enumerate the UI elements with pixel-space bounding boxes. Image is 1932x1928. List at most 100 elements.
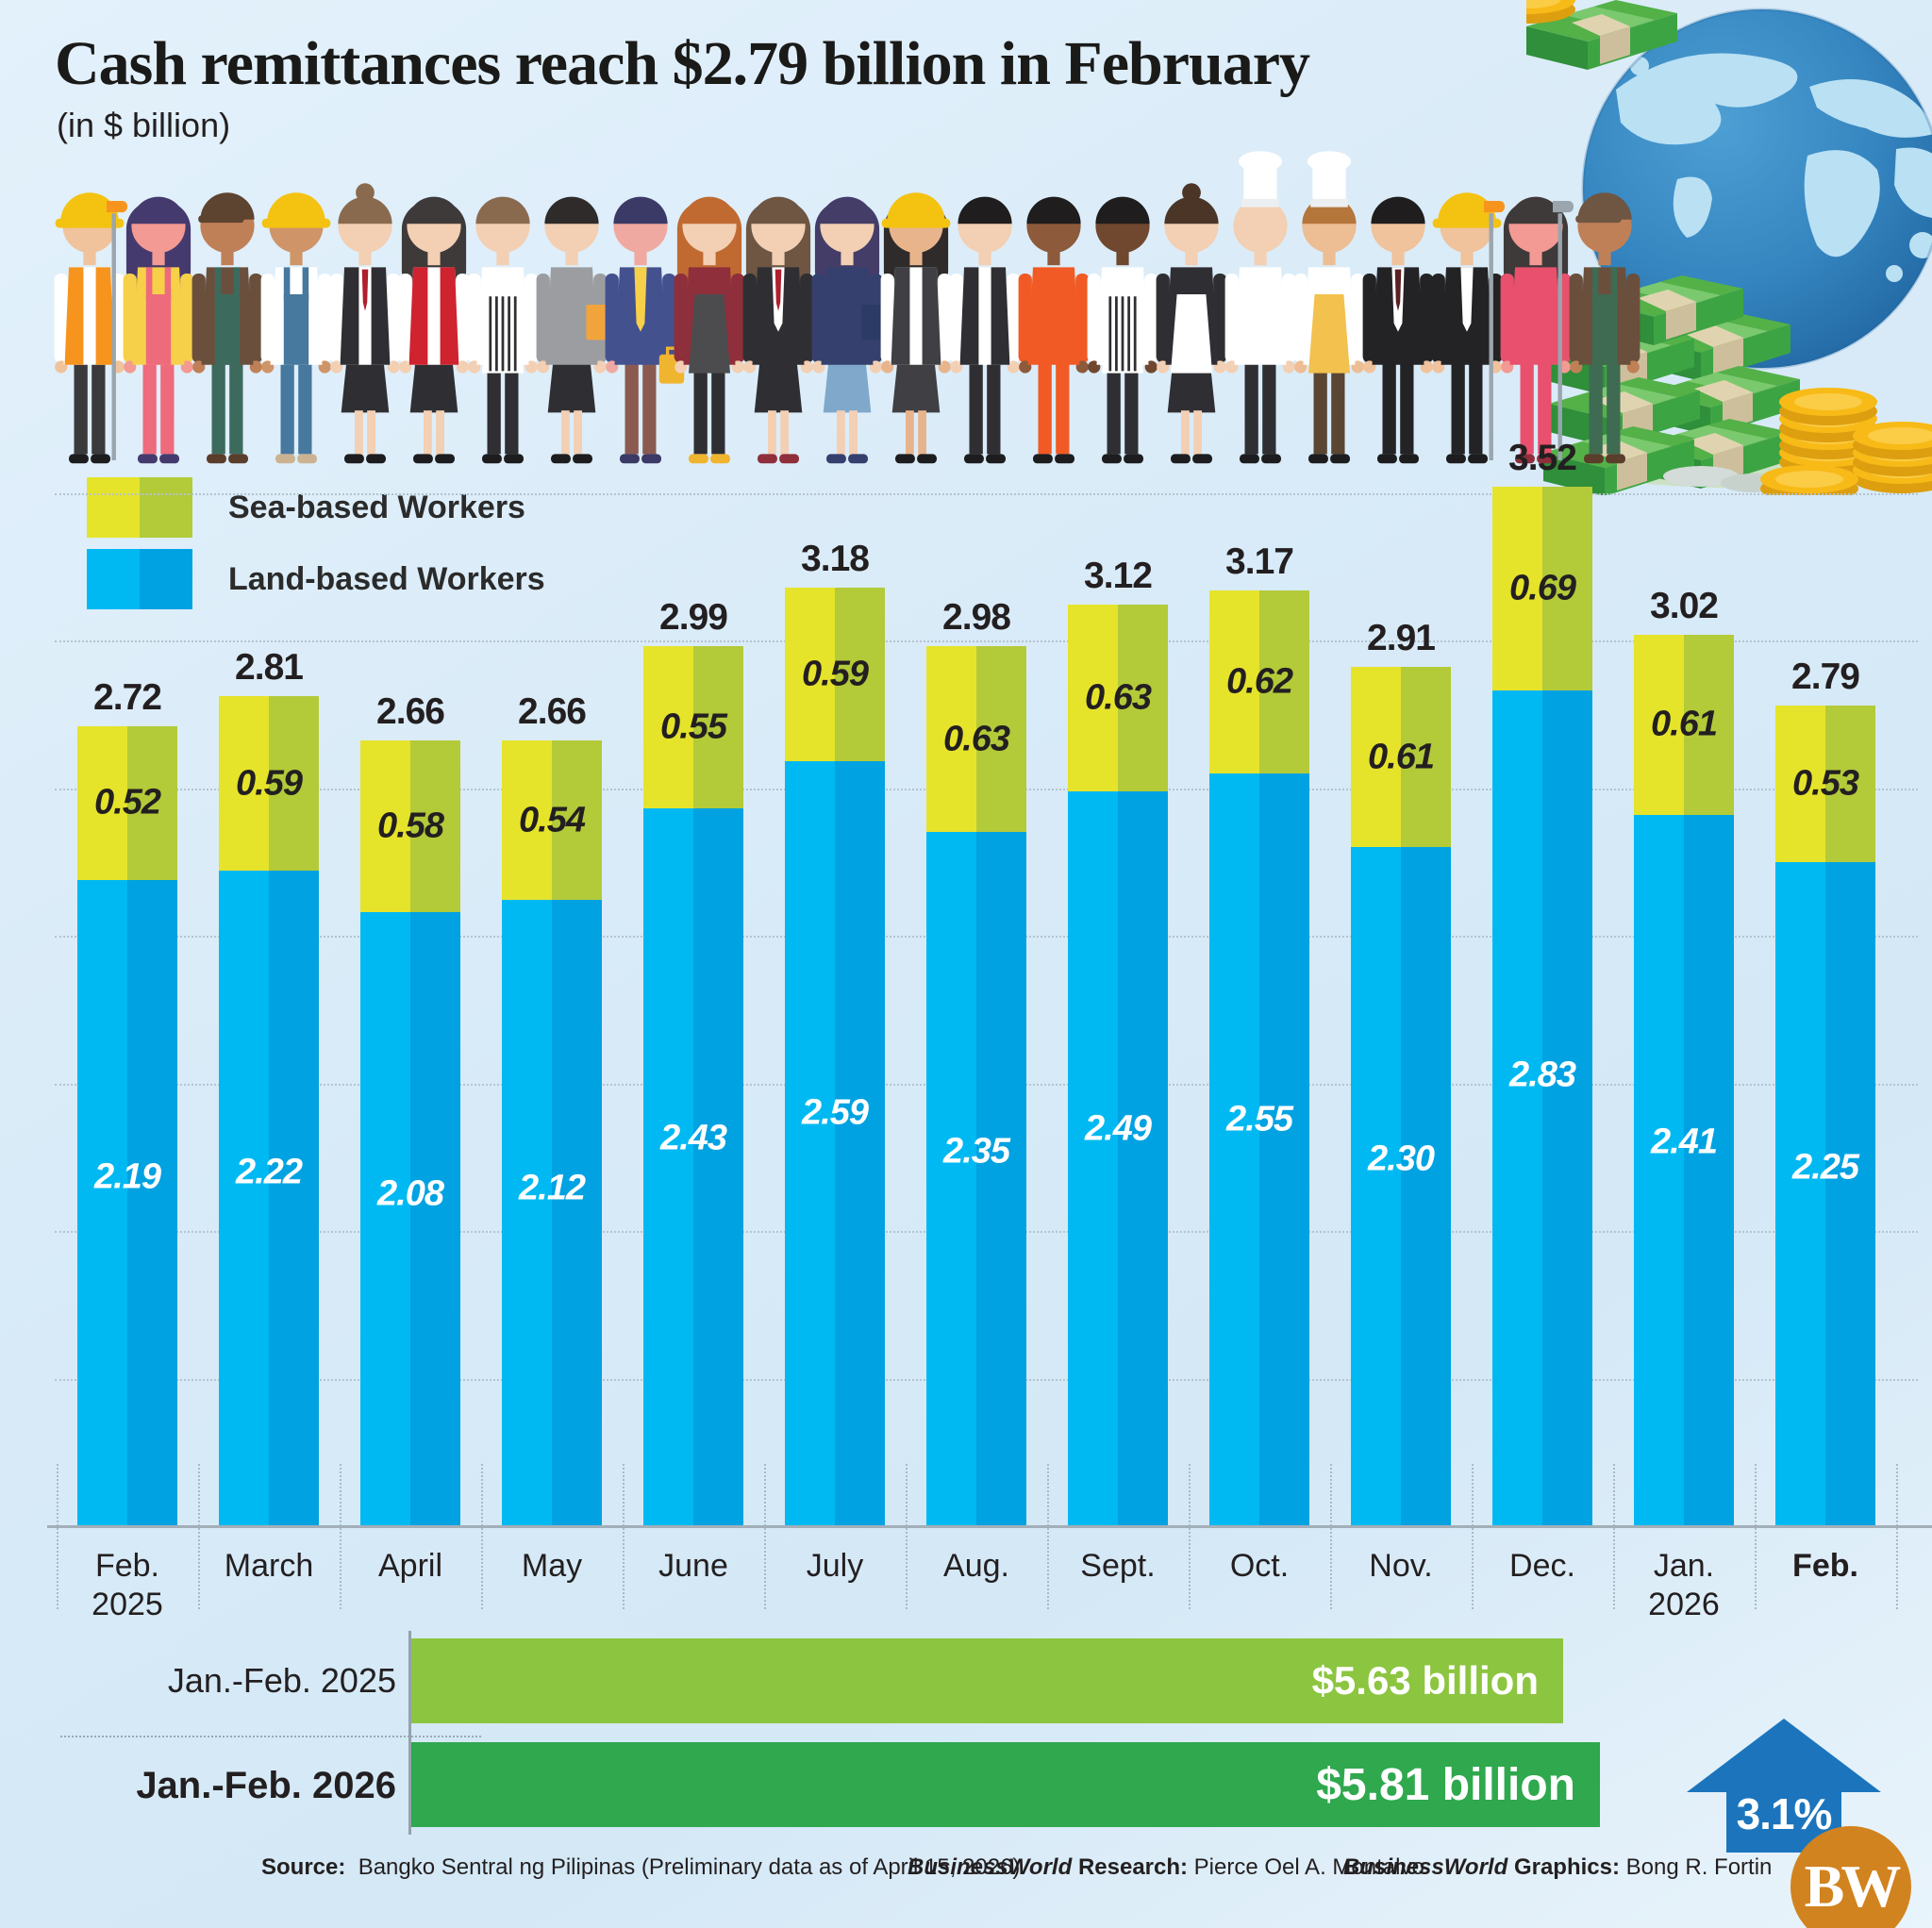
total-value: 3.02 bbox=[1650, 585, 1719, 626]
total-value: 2.66 bbox=[376, 691, 445, 733]
land-based-segment: 2.59 bbox=[785, 761, 885, 1526]
globe-icon bbox=[1581, 8, 1932, 370]
worker-janitor-icon bbox=[1548, 149, 1657, 481]
growth-arrow: 3.1% bbox=[1687, 1719, 1881, 1853]
worker-agent-headset-icon bbox=[726, 149, 830, 481]
worker-chef-icon bbox=[1208, 149, 1312, 481]
total-value: 3.18 bbox=[801, 538, 870, 579]
x-axis-baseline bbox=[47, 1525, 1932, 1528]
bar-march: 0.59 2.22 bbox=[219, 696, 319, 1526]
x-axis-label: March bbox=[224, 1548, 314, 1584]
land-based-value: 2.41 bbox=[1651, 1122, 1718, 1162]
cash-stack-icon bbox=[1526, 0, 1800, 496]
land-based-value: 2.12 bbox=[519, 1168, 586, 1208]
category-separator bbox=[1189, 1464, 1191, 1609]
worker-cook-striped-apron-icon bbox=[1071, 149, 1174, 481]
sea-based-value: 0.63 bbox=[943, 719, 1010, 759]
businessworld-logo: BW bbox=[1790, 1826, 1911, 1928]
graphics-brand: BusinessWorld bbox=[1343, 1854, 1508, 1880]
x-axis-label: Jan. 2026 bbox=[1648, 1548, 1720, 1622]
total-value: 2.81 bbox=[235, 647, 304, 689]
worker-baker-icon bbox=[1277, 149, 1381, 481]
land-based-value: 2.55 bbox=[1226, 1099, 1293, 1139]
comparison-bar-value: $5.81 billion bbox=[1316, 1759, 1575, 1810]
x-axis-label: April bbox=[377, 1548, 443, 1584]
category-separator bbox=[1047, 1464, 1049, 1609]
worker-businesswoman-gray-icon bbox=[520, 149, 624, 481]
research-brand: BusinessWorld bbox=[908, 1854, 1073, 1880]
category-separator bbox=[1613, 1464, 1615, 1609]
x-axis-label: Dec. bbox=[1509, 1548, 1575, 1584]
comparison-axis-line bbox=[408, 1631, 411, 1835]
up-arrow-icon bbox=[1687, 1719, 1881, 1853]
land-based-value: 2.22 bbox=[236, 1152, 303, 1192]
land-based-value: 2.43 bbox=[660, 1118, 727, 1158]
bar-april: 0.58 2.08 bbox=[360, 740, 460, 1526]
x-axis-label: Oct. bbox=[1229, 1548, 1290, 1584]
category-separator bbox=[906, 1464, 908, 1609]
comparison-row-label: Jan.-Feb. 2026 bbox=[136, 1765, 396, 1806]
x-axis-label: Nov. bbox=[1369, 1548, 1433, 1584]
x-axis-label: Feb. bbox=[1792, 1548, 1858, 1584]
bar-feb2025: 0.52 2.19 bbox=[77, 725, 177, 1526]
graphics-text: Bong R. Fortin bbox=[1625, 1854, 1773, 1880]
research-text: Pierce Oel A. Montalvo bbox=[1193, 1854, 1424, 1880]
sea-based-segment: 0.59 bbox=[219, 696, 319, 872]
category-separator bbox=[764, 1464, 766, 1609]
worker-mechanic-coveralls-icon bbox=[1002, 149, 1106, 481]
worker-builder-icon bbox=[244, 149, 348, 481]
land-based-value: 2.30 bbox=[1368, 1139, 1435, 1179]
sea-based-value: 0.59 bbox=[236, 763, 303, 804]
source-label: Source: bbox=[261, 1854, 346, 1880]
land-based-value: 2.83 bbox=[1509, 1055, 1576, 1095]
total-value: 3.12 bbox=[1084, 556, 1153, 597]
legend-label: Sea-based Workers bbox=[228, 489, 525, 525]
sea-based-value: 0.52 bbox=[94, 782, 161, 823]
worker-painter-pink-icon bbox=[1479, 149, 1588, 481]
sea-based-segment: 0.62 bbox=[1209, 590, 1309, 773]
total-value: 2.98 bbox=[942, 597, 1011, 639]
bar-sept: 0.63 2.49 bbox=[1068, 605, 1168, 1526]
workers-illustration bbox=[38, 149, 1660, 481]
graphics-label: Graphics: bbox=[1513, 1854, 1620, 1880]
land-based-segment: 2.22 bbox=[219, 871, 319, 1526]
total-value: 2.99 bbox=[659, 597, 728, 639]
sea-based-segment: 0.53 bbox=[1775, 705, 1875, 862]
sea-based-value: 0.69 bbox=[1509, 568, 1576, 608]
land-based-value: 2.49 bbox=[1085, 1108, 1152, 1149]
category-separator bbox=[198, 1464, 200, 1609]
worker-painter-woman-icon bbox=[102, 149, 210, 481]
bar-may: 0.54 2.12 bbox=[502, 740, 602, 1526]
worker-teacher-icon bbox=[795, 149, 899, 481]
bar-aug: 0.63 2.35 bbox=[926, 646, 1026, 1526]
worker-site-engineer-icon bbox=[1415, 149, 1519, 481]
category-separator bbox=[1330, 1464, 1332, 1609]
category-separator bbox=[1755, 1464, 1757, 1609]
x-axis-label: July bbox=[806, 1548, 864, 1584]
legend-swatch-icon bbox=[87, 477, 192, 538]
worker-barista-icon bbox=[658, 149, 761, 481]
worker-waiter-icon bbox=[933, 149, 1037, 481]
sea-based-segment: 0.52 bbox=[77, 725, 177, 880]
sea-based-segment: 0.63 bbox=[926, 646, 1026, 833]
total-value: 2.79 bbox=[1791, 656, 1860, 697]
growth-percentage: 3.1% bbox=[1736, 1789, 1833, 1838]
category-separator bbox=[1896, 1464, 1898, 1609]
land-based-segment: 2.08 bbox=[360, 911, 460, 1526]
category-separator bbox=[340, 1464, 341, 1609]
sea-based-segment: 0.55 bbox=[643, 646, 743, 809]
x-axis-label: June bbox=[658, 1548, 728, 1584]
total-value: 2.91 bbox=[1367, 618, 1436, 659]
category-separator bbox=[1472, 1464, 1474, 1609]
bar-feb: 0.53 2.25 bbox=[1775, 705, 1875, 1526]
comparison-bar-2026: $5.81 billion bbox=[410, 1742, 1600, 1827]
land-based-segment: 2.35 bbox=[926, 832, 1026, 1526]
worker-hostess-icon bbox=[313, 149, 417, 481]
graphics-credit: BusinessWorld Graphics: Bong R. Fortin bbox=[1343, 1854, 1772, 1881]
source-text: Bangko Sentral ng Pilipinas (Preliminary… bbox=[358, 1854, 1021, 1880]
land-based-segment: 2.12 bbox=[502, 900, 602, 1526]
land-based-value: 2.25 bbox=[1792, 1147, 1859, 1188]
sea-based-value: 0.54 bbox=[519, 800, 586, 840]
land-based-segment: 2.83 bbox=[1492, 690, 1592, 1526]
x-axis-label: May bbox=[521, 1548, 583, 1584]
